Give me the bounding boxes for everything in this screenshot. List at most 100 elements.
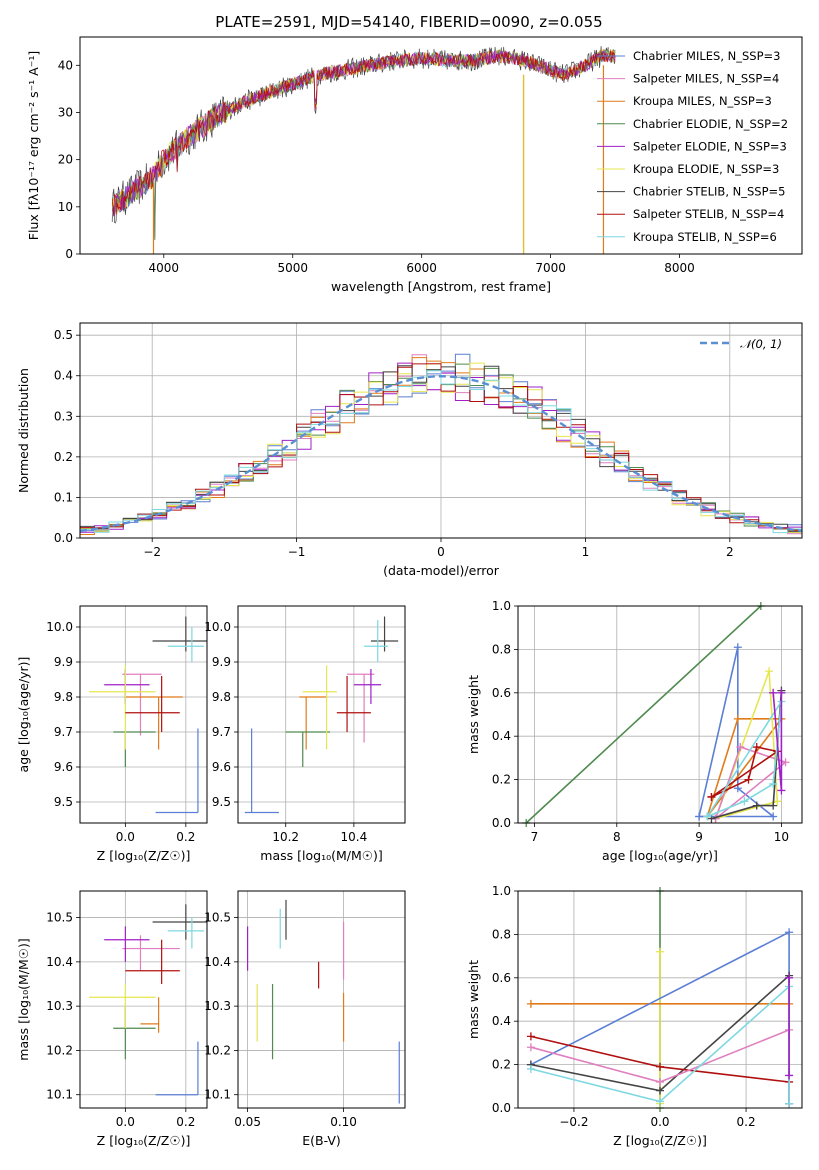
panel-3: 0.0 0.2 9.5 9.6 9.7 9.8 9.9 10.0 Z [log₁₀(Z/Z☉)]… — [16, 605, 208, 863]
errorbar-point — [152, 904, 207, 940]
y-tick-label: 0.3 — [54, 409, 73, 423]
x-axis-label: Z [log₁₀(Z/Z☉)] — [97, 848, 191, 863]
y-tick-label: 10.5 — [204, 911, 231, 925]
x-axis-label: mass [log₁₀(M/M☉)] — [260, 848, 382, 863]
weight-series — [703, 697, 786, 821]
weight-series — [522, 602, 765, 827]
y-tick-label: 0.0 — [492, 816, 511, 830]
y-tick-label: 0.2 — [492, 1058, 511, 1072]
y-tick-label: 10.1 — [46, 1088, 73, 1102]
weight-marker — [769, 812, 778, 821]
y-tick-label: 0.5 — [54, 328, 73, 342]
y-tick-label: 1.0 — [492, 884, 511, 898]
errorbar-point — [89, 665, 156, 750]
y-tick-label: 10.2 — [204, 1043, 231, 1057]
y-tick-label: 10.4 — [204, 955, 231, 969]
errorbar-point — [336, 676, 371, 732]
y-tick-label: 0.8 — [492, 927, 511, 941]
errorbar-point — [167, 627, 204, 662]
x-tick-label: 10 — [774, 830, 789, 844]
weight-marker — [785, 1071, 794, 1080]
y-tick-label: 9.6 — [54, 760, 73, 774]
errorbar-point — [347, 673, 375, 743]
panel-1: 4000 5000 6000 7000 8000 0 10 20 30 40 wavelength … — [26, 36, 803, 294]
y-tick-label: 0.0 — [492, 1101, 511, 1115]
weight-marker — [781, 758, 790, 767]
weight-marker — [526, 1043, 535, 1052]
y-axis-label: mass weight — [466, 675, 481, 754]
y-tick-label: 0.8 — [492, 642, 511, 656]
axes-frame — [517, 605, 803, 824]
legend-label: Chabrier MILES, N_SSP=3 — [633, 49, 780, 63]
x-axis-label: Z [log₁₀(Z/Z☉)] — [97, 1133, 191, 1148]
errorbar-point — [113, 1006, 156, 1060]
y-tick-label: 0.0 — [54, 531, 73, 545]
weight-marker — [765, 667, 774, 676]
weight-marker — [740, 797, 749, 806]
errorbar-point — [140, 997, 160, 1033]
x-tick-label: 0.05 — [234, 1115, 261, 1129]
weight-marker — [733, 784, 742, 793]
weight-marker — [752, 743, 761, 752]
y-tick-label: 10.2 — [46, 1043, 73, 1057]
x-tick-label: 1 — [582, 545, 590, 559]
x-axis-label: E(B-V) — [302, 1133, 341, 1148]
x-tick-label: 7 — [531, 830, 539, 844]
y-tick-label: 20 — [58, 153, 73, 167]
errorbar-point — [302, 665, 337, 750]
errorbar-point — [125, 676, 180, 732]
weight-marker — [785, 973, 794, 982]
spectrum-line — [111, 50, 616, 216]
y-tick-label: 1.0 — [492, 599, 511, 613]
weight-marker — [777, 786, 786, 795]
axes-frame — [237, 890, 406, 1109]
y-tick-label: 9.8 — [54, 690, 73, 704]
weight-marker — [733, 643, 742, 652]
x-tick-label: 4000 — [149, 261, 180, 275]
weight-marker — [752, 801, 761, 810]
weight-marker — [656, 1077, 664, 1086]
y-tick-label: 9.5 — [212, 795, 231, 809]
x-tick-label: 0.2 — [176, 1115, 195, 1129]
errorbar-point — [244, 728, 279, 814]
x-axis-label: age [log₁₀(age/yr)] — [602, 848, 718, 863]
y-axis-label: Normed distribution — [16, 368, 31, 493]
panel-5: 7 8 9 10 0.0 0.2 0.4 0.6 0.8 1.0 age [log₁₀(age/yr… — [466, 599, 803, 863]
errorbar-point — [125, 696, 183, 750]
axes-frame — [79, 322, 803, 539]
x-axis-label: Z [log₁₀(Z/Z☉)] — [613, 1133, 707, 1148]
weight-marker — [695, 812, 704, 821]
legend-label: 𝒩(0, 1) — [740, 337, 782, 351]
x-tick-label: 5000 — [277, 261, 308, 275]
panel-2: −2 −1 0 1 2 0.0 0.1 0.2 0.3 0.4 0.5 (data-model)/er… — [16, 322, 803, 578]
errorbar-point — [299, 696, 327, 750]
weight-marker — [707, 814, 716, 823]
legend-label: Salpeter MILES, N_SSP=4 — [633, 72, 779, 86]
weight-marker — [707, 792, 716, 801]
weight-marker — [656, 1097, 664, 1106]
x-tick-label: 0.2 — [737, 1115, 756, 1129]
y-tick-label: 9.5 — [54, 795, 73, 809]
chart-title: PLATE=2591, MJD=54140, FIBERID=0090, z=0… — [215, 13, 602, 31]
weight-marker — [769, 801, 778, 810]
panel-8: −0.2 0.0 0.2 0.0 0.2 0.4 0.6 0.8 1.0 Z [log₁₀(Z/Z… — [466, 884, 803, 1148]
y-tick-label: 10.1 — [204, 1088, 231, 1102]
x-tick-label: 6000 — [406, 261, 437, 275]
errorbar-point — [285, 731, 331, 767]
y-axis-label: mass weight — [466, 960, 481, 1039]
y-tick-label: 0.6 — [492, 971, 511, 985]
x-tick-label: 2 — [726, 545, 734, 559]
weight-marker — [733, 714, 742, 723]
x-tick-label: 0.0 — [650, 1115, 669, 1129]
panel-7: 0.05 0.10 10.1 10.2 10.3 10.4 10.5 E(B-V) — [204, 890, 406, 1148]
spectrum-line — [111, 50, 616, 217]
y-tick-label: 40 — [58, 58, 73, 72]
y-tick-label: 9.7 — [212, 725, 231, 739]
errorbar-point — [155, 1041, 199, 1096]
legend-label: Kroupa MILES, N_SSP=3 — [633, 94, 772, 108]
y-tick-label: 30 — [58, 105, 73, 119]
y-tick-label: 9.9 — [212, 655, 231, 669]
y-tick-label: 0.2 — [492, 773, 511, 787]
y-tick-label: 0.4 — [54, 369, 73, 383]
